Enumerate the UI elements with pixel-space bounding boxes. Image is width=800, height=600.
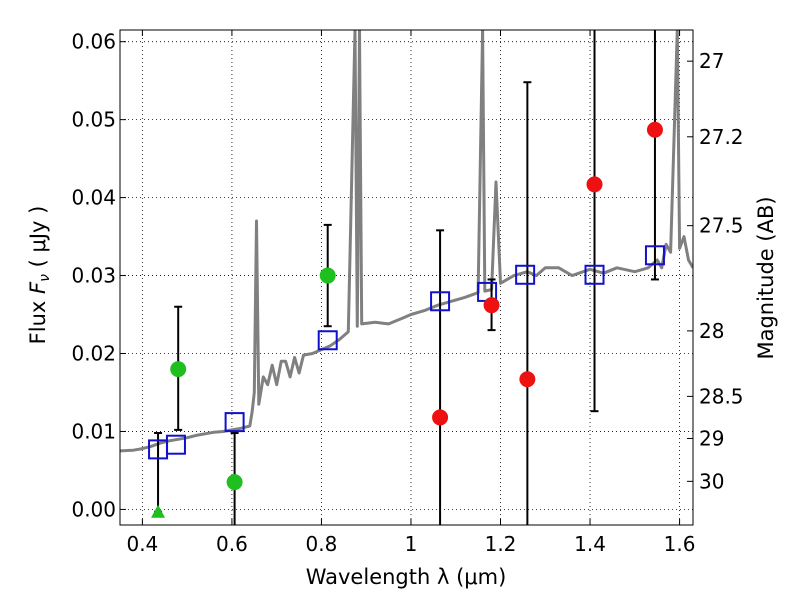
y-axis-label-subscript: ν	[37, 274, 53, 282]
y2-axis-label: Magnitude (AB)	[754, 196, 778, 359]
x-axis-label: Wavelength λ (μm)	[306, 565, 507, 589]
observed-green-point	[319, 267, 336, 284]
y-axis-label-unit: ( μJy )	[26, 206, 50, 274]
x-tick-label: 0.6	[216, 532, 248, 556]
observed-red-point	[646, 121, 663, 138]
x-tick-label: 1.2	[485, 532, 517, 556]
x-tick-label: 0.8	[306, 532, 338, 556]
y2-tick-label: 27	[699, 49, 724, 73]
x-tick-label: 1	[405, 532, 418, 556]
x-tick-label: 0.4	[126, 532, 158, 556]
y-tick-label: 0.04	[71, 186, 116, 210]
y2-tick-label: 29	[699, 426, 724, 450]
model-photometry-square	[584, 264, 605, 285]
axis-ticks: 0.4 0.6 0.8 1 1.2 1.4 1.6 0.00 0.01 0.02 0.03 0.04 0…	[71, 30, 743, 556]
plot-frame	[119, 29, 694, 526]
y2-tick-label: 27.5	[699, 214, 744, 238]
observed-red-point	[483, 297, 500, 314]
y2-tick-label: 28	[699, 319, 724, 343]
observed-red-point	[586, 176, 603, 193]
y2-tick-label: 27.2	[699, 125, 744, 149]
y-tick-label: 0.05	[71, 108, 116, 132]
observed-red-point	[519, 371, 536, 388]
model-photometry-square	[430, 291, 451, 312]
model-photometry-square	[644, 245, 665, 266]
grid-lines	[120, 30, 693, 525]
plot-clip-group	[120, 30, 693, 525]
y-tick-label: 0.00	[71, 497, 116, 521]
y-axis-label: Flux Fν ( μJy )	[26, 206, 53, 345]
model-photometry-square	[317, 330, 338, 351]
y-axis-label-variable: F	[26, 281, 50, 294]
y2-tick-label: 30	[699, 469, 724, 493]
y-tick-label: 0.02	[71, 342, 116, 366]
model-photometry-square	[165, 434, 186, 455]
observed-green-point	[170, 361, 187, 378]
y2-tick-label: 28.5	[699, 384, 744, 408]
y-tick-label: 0.03	[71, 264, 116, 288]
plot-area	[120, 30, 693, 525]
upper-limit-triangle	[151, 504, 166, 518]
observed-red-point	[432, 409, 449, 426]
x-tick-label: 1.4	[574, 532, 606, 556]
y-tick-label: 0.01	[71, 419, 116, 443]
x-tick-label: 1.6	[664, 532, 696, 556]
model-photometry-square	[515, 264, 536, 285]
y-tick-label: 0.06	[71, 30, 116, 54]
observed-green-point	[226, 474, 243, 491]
y-axis-label-prefix: Flux	[26, 294, 50, 344]
model-photometry-square	[224, 412, 245, 433]
